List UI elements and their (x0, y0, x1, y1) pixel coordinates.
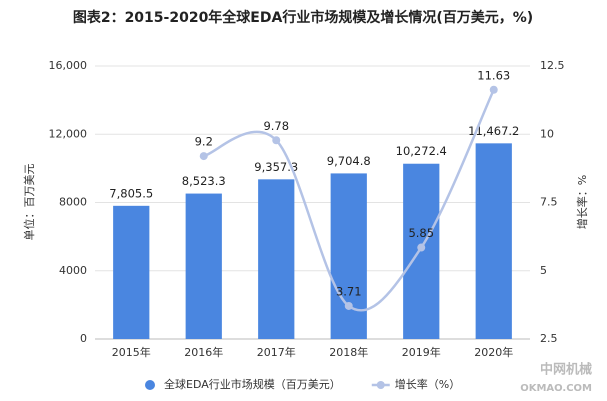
line-value-label: 11.63 (477, 68, 510, 82)
y2-tick-label: 2.5 (540, 332, 558, 345)
bar (475, 143, 512, 339)
line-value-label: 9.78 (263, 119, 289, 133)
bar-value-label: 9,357.3 (254, 160, 298, 174)
bar (330, 173, 367, 339)
chart-title: 图表2：2015-2020年全球EDA行业市场规模及增长情况(百万美元，%) (73, 9, 533, 26)
line-value-label: 3.71 (336, 284, 362, 298)
x-tick-label: 2018年 (329, 345, 368, 359)
growth-point (344, 301, 353, 310)
bar-value-label: 10,272.4 (396, 144, 447, 158)
y2-tick-label: 5 (540, 264, 547, 277)
growth-point (272, 136, 281, 145)
x-tick-label: 2015年 (112, 345, 151, 359)
y-tick-label: 0 (80, 332, 87, 345)
y2-tick-label: 12.5 (540, 59, 565, 72)
legend-label: 增长率（%） (395, 377, 460, 391)
y-axis-label: 单位：百万美元 (22, 164, 36, 241)
y-tick-label: 4000 (59, 264, 87, 277)
line-value-label: 9.2 (195, 135, 213, 149)
x-tick-label: 2020年 (474, 345, 513, 359)
x-tick-label: 2016年 (184, 345, 223, 359)
x-tick-label: 2019年 (402, 345, 441, 359)
y-tick-label: 12,000 (49, 127, 88, 140)
y2-axis-label: 增长率：% (575, 175, 589, 229)
y-tick-label: 8000 (59, 196, 87, 209)
x-tick-label: 2017年 (257, 345, 296, 359)
legend-swatch (376, 381, 385, 389)
bar-value-label: 9,704.8 (327, 154, 371, 168)
bar-value-label: 8,523.3 (182, 174, 226, 188)
watermark: 中网机械 (540, 362, 592, 378)
y2-tick-label: 10 (540, 127, 554, 140)
growth-point (417, 243, 426, 252)
legend-swatch (145, 380, 155, 390)
bar-value-label: 11,467.2 (468, 124, 519, 138)
y-tick-label: 16,000 (49, 59, 88, 72)
bar (185, 193, 222, 339)
bar (113, 205, 150, 339)
y2-tick-label: 7.5 (540, 196, 558, 209)
growth-point (199, 152, 208, 161)
bar-value-label: 7,805.5 (109, 186, 153, 200)
line-value-label: 5.85 (408, 226, 434, 240)
legend-label: 全球EDA行业市场规模（百万美元） (164, 377, 341, 391)
watermark: OKMAO.COM (520, 383, 592, 394)
growth-point (489, 85, 498, 94)
bar (258, 179, 295, 339)
